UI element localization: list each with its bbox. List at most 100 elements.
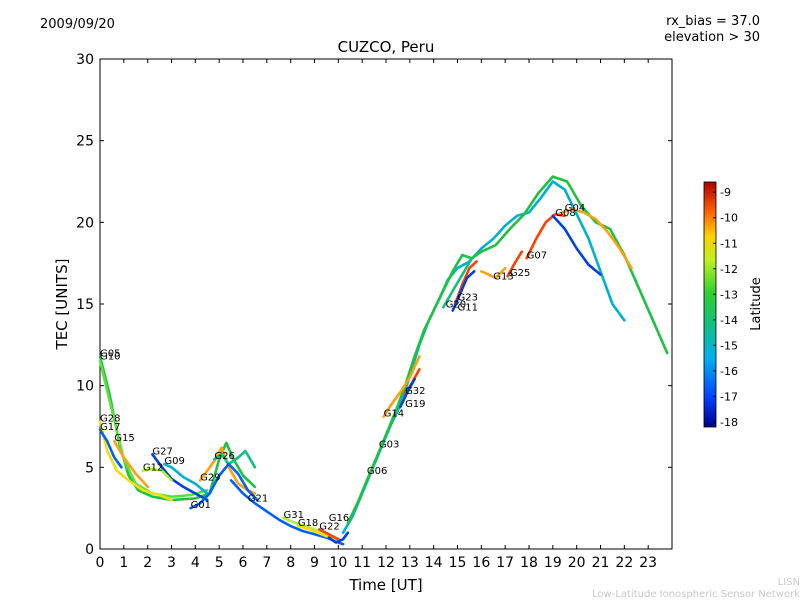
x-tick-label: 16 <box>472 555 490 571</box>
colorbar-tick-label: -17 <box>720 390 738 403</box>
series-g10 <box>98 359 209 499</box>
y-tick-label: 15 <box>76 297 94 313</box>
x-tick-label: 17 <box>496 555 514 571</box>
series-label-g22: G22 <box>319 521 339 532</box>
series-label-g26: G26 <box>214 451 234 462</box>
series-label-g14: G14 <box>384 409 404 420</box>
series-label-g16: G16 <box>329 513 349 524</box>
series-label-g15: G15 <box>114 433 134 444</box>
x-tick-label: 3 <box>167 555 176 571</box>
series-label-g21: G21 <box>248 494 268 505</box>
series-label-g01: G01 <box>191 500 211 511</box>
series-label-g10: G10 <box>100 352 120 363</box>
series-g12 <box>141 467 173 482</box>
series-label-g20: G20 <box>446 299 466 310</box>
rx-bias-label: rx_bias = 37.0 <box>666 14 760 29</box>
series-label-g03: G03 <box>379 440 399 451</box>
series-g17 <box>98 428 123 469</box>
series-g06 <box>341 180 626 535</box>
colorbar-tick-label: -10 <box>720 212 738 225</box>
colorbar-tick-label: -18 <box>720 416 738 429</box>
y-tick-label: 5 <box>85 460 94 476</box>
label-layer: G05G10G28G17G15G27G12G09G29G26G01G21G31G… <box>100 203 585 533</box>
x-tick-label: 1 <box>119 555 128 571</box>
series-g13 <box>479 266 507 280</box>
footer-lisn: LISN <box>777 577 800 588</box>
series-label-g32: G32 <box>405 386 425 397</box>
y-tick-label: 0 <box>85 542 94 558</box>
colorbar-ticks: -9 -10 -11 -12 -13 -14 -15 -16 -17 -18 <box>713 186 738 429</box>
x-tick-label: 4 <box>191 555 200 571</box>
series-label-g06: G06 <box>367 466 387 477</box>
colorbar-tick-label: -9 <box>720 186 731 199</box>
x-tick-label: 20 <box>568 555 586 571</box>
x-tick-label: 12 <box>377 555 395 571</box>
x-tick-label: 23 <box>639 555 657 571</box>
colorbar-tick-label: -15 <box>720 339 738 352</box>
date-label: 2009/09/20 <box>40 17 115 32</box>
series-g26 <box>213 449 257 469</box>
x-tick-label: 21 <box>592 555 610 571</box>
x-tick-label: 11 <box>353 555 371 571</box>
series-label-g12: G12 <box>143 463 163 474</box>
series-g27 <box>151 452 209 502</box>
chart-title: CUZCO, Peru <box>338 38 435 56</box>
series-g14 <box>382 354 421 419</box>
x-tick-label: 13 <box>401 555 419 571</box>
y-tick-label: 20 <box>76 215 94 231</box>
series-label-g04: G04 <box>565 203 585 214</box>
series-label-g05: G05 <box>100 348 120 359</box>
y-axis-label: TEC [UNITS] <box>53 259 71 351</box>
x-tick-label: 9 <box>310 555 319 571</box>
x-tick-label: 8 <box>286 555 295 571</box>
x-tick-label: 19 <box>544 555 562 571</box>
series-label-g17: G17 <box>100 422 120 433</box>
x-axis-label: Time [UT] <box>348 576 422 594</box>
series-label-g13: G13 <box>493 272 513 283</box>
footer-network: Low-Latitude Ionospheric Sensor Network <box>592 589 800 600</box>
series-g19 <box>398 377 416 409</box>
series-label-g25: G25 <box>510 268 530 279</box>
series-g28 <box>98 420 173 502</box>
x-tick-label: 7 <box>262 555 271 571</box>
series-label-g19: G19 <box>405 399 425 410</box>
colorbar-tick-label: -13 <box>720 288 738 301</box>
series-g20 <box>441 256 474 309</box>
x-tick-label: 15 <box>449 555 467 571</box>
series-label-g28: G28 <box>100 414 120 425</box>
series-label-g08: G08 <box>555 208 575 219</box>
series-g01 <box>189 462 259 510</box>
x-tick-label: 5 <box>215 555 224 571</box>
y-tick-label: 10 <box>76 379 94 395</box>
series-label-g09: G09 <box>164 456 184 467</box>
colorbar-tick-label: -16 <box>720 365 738 378</box>
y-tick-label: 25 <box>76 134 94 150</box>
x-tick-label: 10 <box>329 555 347 571</box>
series-label-g31: G31 <box>284 510 304 521</box>
series-g11 <box>451 269 476 312</box>
series-label-g29: G29 <box>200 472 220 483</box>
colorbar-tick-label: -12 <box>720 263 738 276</box>
y-tick-label: 30 <box>76 52 94 68</box>
series-g07 <box>525 212 567 260</box>
series-label-g07: G07 <box>527 250 547 261</box>
series-g09 <box>163 462 209 495</box>
series-g15 <box>113 439 149 489</box>
series-g18 <box>296 524 335 541</box>
series-label-g27: G27 <box>152 446 172 457</box>
x-tick-label: 2 <box>143 555 152 571</box>
x-tick-label: 22 <box>615 555 633 571</box>
series-layer <box>98 175 669 546</box>
x-tick-label: 0 <box>96 555 105 571</box>
elevation-label: elevation > 30 <box>664 30 760 45</box>
series-g03 <box>346 175 669 525</box>
series-g25 <box>506 250 524 278</box>
series-label-g18: G18 <box>298 518 318 529</box>
x-axis-ticks: 0 1 2 3 4 5 6 7 8 9 10 11 12 13 14 15 16 17 18 19 20 21 22 23 <box>96 59 657 571</box>
colorbar-tick-label: -14 <box>720 314 738 327</box>
colorbar-label: Latitude <box>749 277 764 331</box>
series-g22 <box>317 528 340 541</box>
x-tick-label: 14 <box>425 555 443 571</box>
colorbar-tick-label: -11 <box>720 237 738 250</box>
